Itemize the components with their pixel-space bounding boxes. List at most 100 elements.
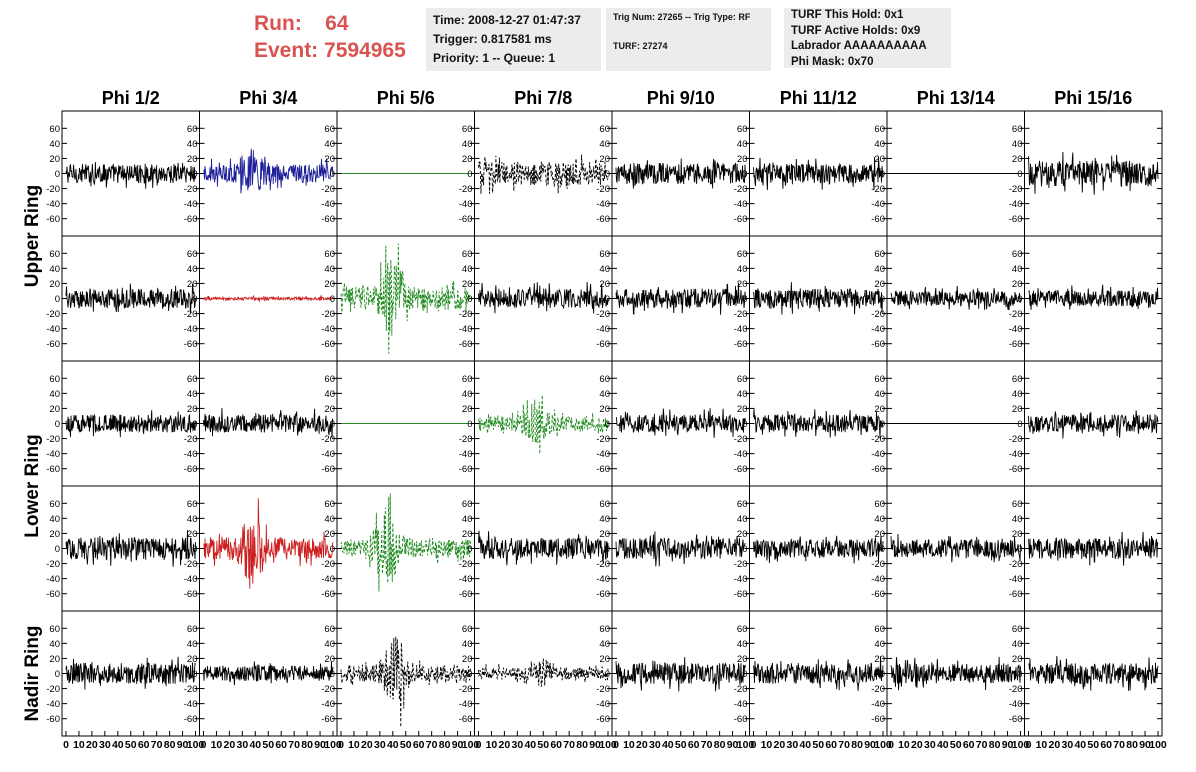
y-tick-label: 0 [467,419,472,430]
y-tick-label: -60 [184,714,198,725]
y-tick-label: -20 [871,184,885,195]
y-tick-label: -40 [734,324,748,335]
y-tick-label: 60 [187,499,198,510]
waveform-trace [753,156,884,191]
y-tick-label: -20 [184,434,198,445]
waveform-panel: -60 -40 -20 0 20 40 60 [1009,110,1163,237]
x-tick-label: 40 [524,739,536,751]
event-value: 7594965 [324,39,406,62]
y-tick-label: 60 [49,124,60,135]
x-tick-label: 90 [177,739,189,751]
x-tick-label: 50 [950,739,962,751]
x-tick-label: 100 [187,739,205,751]
x-tick-label: 10 [73,739,85,751]
y-tick-label: 0 [1017,669,1022,680]
waveform-trace [65,283,196,314]
waveform-panel: -60 -40 -20 0 20 40 60 [321,360,475,487]
x-tick-label: 0 [201,739,207,751]
y-tick-label: -20 [1009,434,1023,445]
priority-text: Priority: 1 -- Queue: 1 [433,51,556,65]
y-tick-label: 0 [605,669,610,680]
run-event-header: Run: 64 Event: 7594965 [254,10,406,64]
y-tick-label: 60 [324,124,335,135]
y-tick-label: -40 [321,574,335,585]
y-tick-label: 20 [599,654,610,665]
y-tick-label: 60 [1012,499,1023,510]
y-tick-label: 20 [737,279,748,290]
y-tick-label: 0 [605,169,610,180]
waveform-panel: -60 -40 -20 0 20 40 60 [1009,235,1163,362]
y-tick-label: -20 [1009,559,1023,570]
waveform-trace [890,285,1021,311]
y-tick-label: 60 [874,249,885,260]
x-tick-label: 70 [838,739,850,751]
x-tick-label: 30 [99,739,111,751]
x-tick-label: 30 [787,739,799,751]
y-tick-label: -20 [46,184,60,195]
panel-frame [474,610,613,737]
y-tick-label: -60 [596,589,610,600]
x-tick-label: 80 [1126,739,1138,751]
column-title: Phi 3/4 [239,88,297,108]
x-tick-label: 80 [439,739,451,751]
y-tick-label: 40 [187,139,198,150]
waveform-panel: -60 -40 -20 0 20 40 60 [871,110,1025,237]
x-tick-label: 90 [1139,739,1151,751]
time-info-box: Time: 2008-12-27 01:47:37 Trigger: 0.817… [426,8,601,71]
column-title: Phi 13/14 [917,88,995,108]
run-label: Run: [254,12,302,35]
y-tick-label: 60 [737,499,748,510]
waveform-trace [203,661,334,686]
y-tick-label: 40 [324,639,335,650]
y-tick-label: 0 [55,419,60,430]
waveform-panel: -60 -40 -20 0 20 40 60 [596,235,750,362]
waveform-trace [615,531,746,567]
y-tick-label: -20 [1009,309,1023,320]
y-tick-label: -60 [734,464,748,475]
x-tick-label: 50 [675,739,687,751]
waveform-trace [478,530,609,566]
x-tick-label: 10 [898,739,910,751]
y-tick-label: -60 [459,339,473,350]
y-tick-label: 40 [1012,389,1023,400]
y-tick-label: 60 [599,374,610,385]
y-tick-label: 20 [462,654,473,665]
y-tick-label: 0 [1017,294,1022,305]
y-tick-label: 40 [187,639,198,650]
y-tick-label: 20 [599,404,610,415]
y-tick-label: -60 [321,464,335,475]
y-tick-label: -40 [459,199,473,210]
y-tick-label: 60 [187,249,198,260]
y-tick-label: 0 [55,169,60,180]
turf-info-box: TURF This Hold: 0x1 TURF Active Holds: 0… [784,8,951,68]
y-tick-label: -40 [734,699,748,710]
x-tick-label: 60 [138,739,150,751]
x-tick-label: 30 [1062,739,1074,751]
y-tick-label: 20 [49,404,60,415]
y-tick-label: -40 [1009,699,1023,710]
x-tick-label: 70 [976,739,988,751]
y-tick-label: 20 [599,529,610,540]
run-value: 64 [325,12,349,35]
y-tick-label: 60 [462,499,473,510]
y-tick-label: 20 [462,279,473,290]
y-tick-label: -40 [459,574,473,585]
waveform-panel: -60 -40 -20 0 20 40 60 [734,110,888,237]
waveform-panel: -60 -40 -20 0 20 40 60 [596,110,750,237]
trig-num-text: Trig Num: 27265 -- Trig Type: RF [613,12,751,22]
y-tick-label: 20 [737,654,748,665]
x-tick-label: 50 [1087,739,1099,751]
y-tick-label: -40 [184,449,198,460]
waveform-trace [615,408,746,438]
y-tick-label: 0 [467,544,472,555]
waveform-panel: -60 -40 -20 0 20 40 60 [46,360,200,487]
y-tick-label: 20 [874,654,885,665]
column-title: Phi 11/12 [780,88,857,108]
ring-label: Nadir Ring [22,625,43,721]
x-tick-label: 70 [563,739,575,751]
x-tick-label: 10 [486,739,498,751]
waveform-panel: -60 -40 -20 0 20 40 60 [46,235,200,362]
turf-active-holds-text: TURF Active Holds: 0x9 [791,24,921,37]
waveform-panel: -60 -40 -20 0 20 40 60 [46,110,200,237]
y-tick-label: 60 [599,249,610,260]
